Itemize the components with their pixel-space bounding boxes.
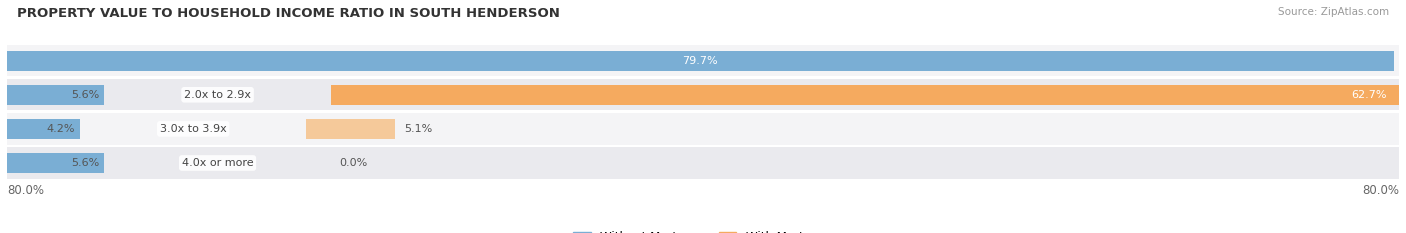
Text: 5.1%: 5.1% bbox=[404, 124, 432, 134]
Bar bbox=[7, 51, 1393, 71]
Bar bbox=[7, 147, 1399, 179]
Text: PROPERTY VALUE TO HOUSEHOLD INCOME RATIO IN SOUTH HENDERSON: PROPERTY VALUE TO HOUSEHOLD INCOME RATIO… bbox=[17, 7, 560, 20]
Text: Source: ZipAtlas.com: Source: ZipAtlas.com bbox=[1278, 7, 1389, 17]
Bar bbox=[7, 45, 1399, 76]
Text: 5.6%: 5.6% bbox=[70, 158, 100, 168]
Bar bbox=[7, 119, 80, 139]
Text: 80.0%: 80.0% bbox=[7, 184, 44, 197]
Bar bbox=[7, 85, 104, 105]
Text: 80.0%: 80.0% bbox=[1362, 184, 1399, 197]
Text: 3.0x to 3.9x: 3.0x to 3.9x bbox=[160, 124, 226, 134]
Text: 4.0x or more: 4.0x or more bbox=[181, 158, 253, 168]
Text: 79.7%: 79.7% bbox=[682, 56, 718, 66]
Text: 0.0%: 0.0% bbox=[339, 158, 367, 168]
Bar bbox=[7, 153, 104, 173]
Text: 2.0x to 2.9x: 2.0x to 2.9x bbox=[184, 90, 252, 100]
Bar bbox=[7, 113, 1399, 144]
Text: 4.2%: 4.2% bbox=[46, 124, 75, 134]
Bar bbox=[330, 85, 1406, 105]
Legend: Without Mortgage, With Mortgage: Without Mortgage, With Mortgage bbox=[568, 226, 838, 233]
Text: 5.6%: 5.6% bbox=[70, 90, 100, 100]
Text: 62.7%: 62.7% bbox=[1351, 90, 1386, 100]
Bar bbox=[7, 79, 1399, 110]
Bar bbox=[307, 119, 395, 139]
